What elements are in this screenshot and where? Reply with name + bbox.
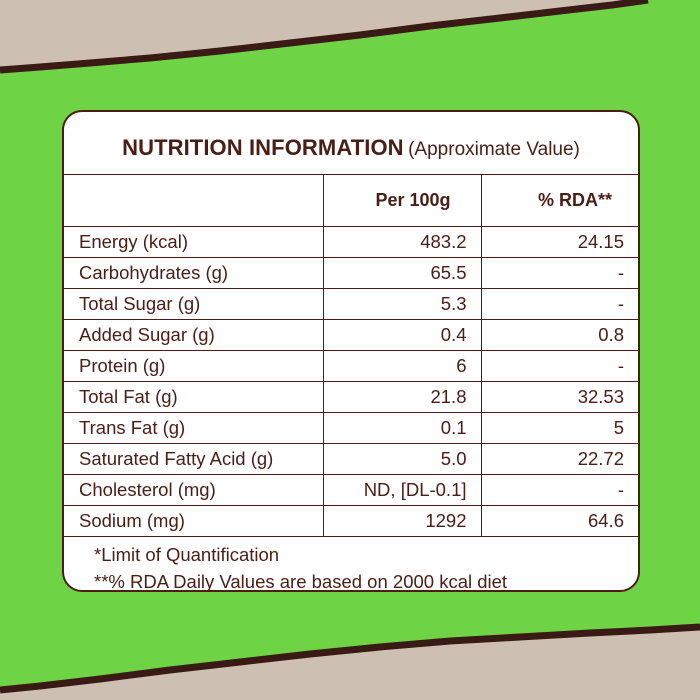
- rda-value: -: [480, 474, 638, 506]
- per-100g-value: 6: [322, 350, 482, 382]
- nutrient-label: Protein (g): [64, 350, 324, 382]
- nutrient-label: Total Sugar (g): [64, 288, 324, 320]
- nutrient-label: Saturated Fatty Acid (g): [64, 443, 324, 475]
- nutrition-panel: NUTRITION INFORMATION (Approximate Value…: [62, 110, 640, 592]
- per-100g-value: 5.3: [322, 288, 482, 320]
- per-100g-value: 1292: [322, 505, 482, 537]
- rda-value: 5: [480, 412, 638, 444]
- table-row: Protein (g) 6 -: [64, 350, 638, 382]
- table-row: Sodium (mg) 1292 64.6: [64, 505, 638, 537]
- header-per-100g: Per 100g: [322, 175, 482, 227]
- bottom-paper-strip: [0, 625, 700, 700]
- panel-header: NUTRITION INFORMATION (Approximate Value…: [64, 112, 638, 175]
- top-torn-edge: [0, 0, 649, 74]
- nutrient-label: Energy (kcal): [64, 226, 324, 258]
- table-row: Total Fat (g) 21.8 32.53: [64, 381, 638, 413]
- panel-subtitle: (Approximate Value): [408, 139, 580, 160]
- rda-value: -: [480, 257, 638, 289]
- per-100g-value: 65.5: [322, 257, 482, 289]
- footnotes: *Limit of Quantification **% RDA Daily V…: [64, 537, 638, 592]
- footnote-rda: **% RDA Daily Values are based on 2000 k…: [94, 571, 508, 592]
- rda-value: 32.53: [480, 381, 638, 413]
- table-row: Saturated Fatty Acid (g) 5.0 22.72: [64, 443, 638, 475]
- table-row: Added Sugar (g) 0.4 0.8: [64, 319, 638, 351]
- rda-value: -: [480, 350, 638, 382]
- per-100g-value: 5.0: [322, 443, 482, 475]
- footnote-loq: *Limit of Quantification: [94, 544, 280, 565]
- nutrition-table: Per 100g % RDA** Energy (kcal) 483.2 24.…: [64, 175, 638, 537]
- table-row: Total Sugar (g) 5.3 -: [64, 288, 638, 320]
- table-row: Carbohydrates (g) 65.5 -: [64, 257, 638, 289]
- per-100g-value: ND, [DL-0.1]: [322, 474, 482, 506]
- nutrient-label: Added Sugar (g): [64, 319, 324, 351]
- rda-value: 24.15: [480, 226, 638, 258]
- table-header-row: Per 100g % RDA**: [64, 175, 638, 227]
- nutrient-label: Carbohydrates (g): [64, 257, 324, 289]
- nutrient-label: Trans Fat (g): [64, 412, 324, 444]
- table-row: Energy (kcal) 483.2 24.15: [64, 226, 638, 258]
- bottom-torn-edge: [0, 623, 700, 694]
- table-row: Cholesterol (mg) ND, [DL-0.1] -: [64, 474, 638, 506]
- header-rda: % RDA**: [480, 175, 638, 227]
- rda-value: 22.72: [480, 443, 638, 475]
- header-nutrient: [64, 175, 324, 227]
- per-100g-value: 0.1: [322, 412, 482, 444]
- per-100g-value: 21.8: [322, 381, 482, 413]
- rda-value: 0.8: [480, 319, 638, 351]
- panel-title: NUTRITION INFORMATION: [122, 135, 404, 160]
- rda-value: -: [480, 288, 638, 320]
- per-100g-value: 483.2: [322, 226, 482, 258]
- nutrient-label: Cholesterol (mg): [64, 474, 324, 506]
- table-row: Trans Fat (g) 0.1 5: [64, 412, 638, 444]
- per-100g-value: 0.4: [322, 319, 482, 351]
- rda-value: 64.6: [480, 505, 638, 537]
- nutrient-label: Total Fat (g): [64, 381, 324, 413]
- nutrient-label: Sodium (mg): [64, 505, 324, 537]
